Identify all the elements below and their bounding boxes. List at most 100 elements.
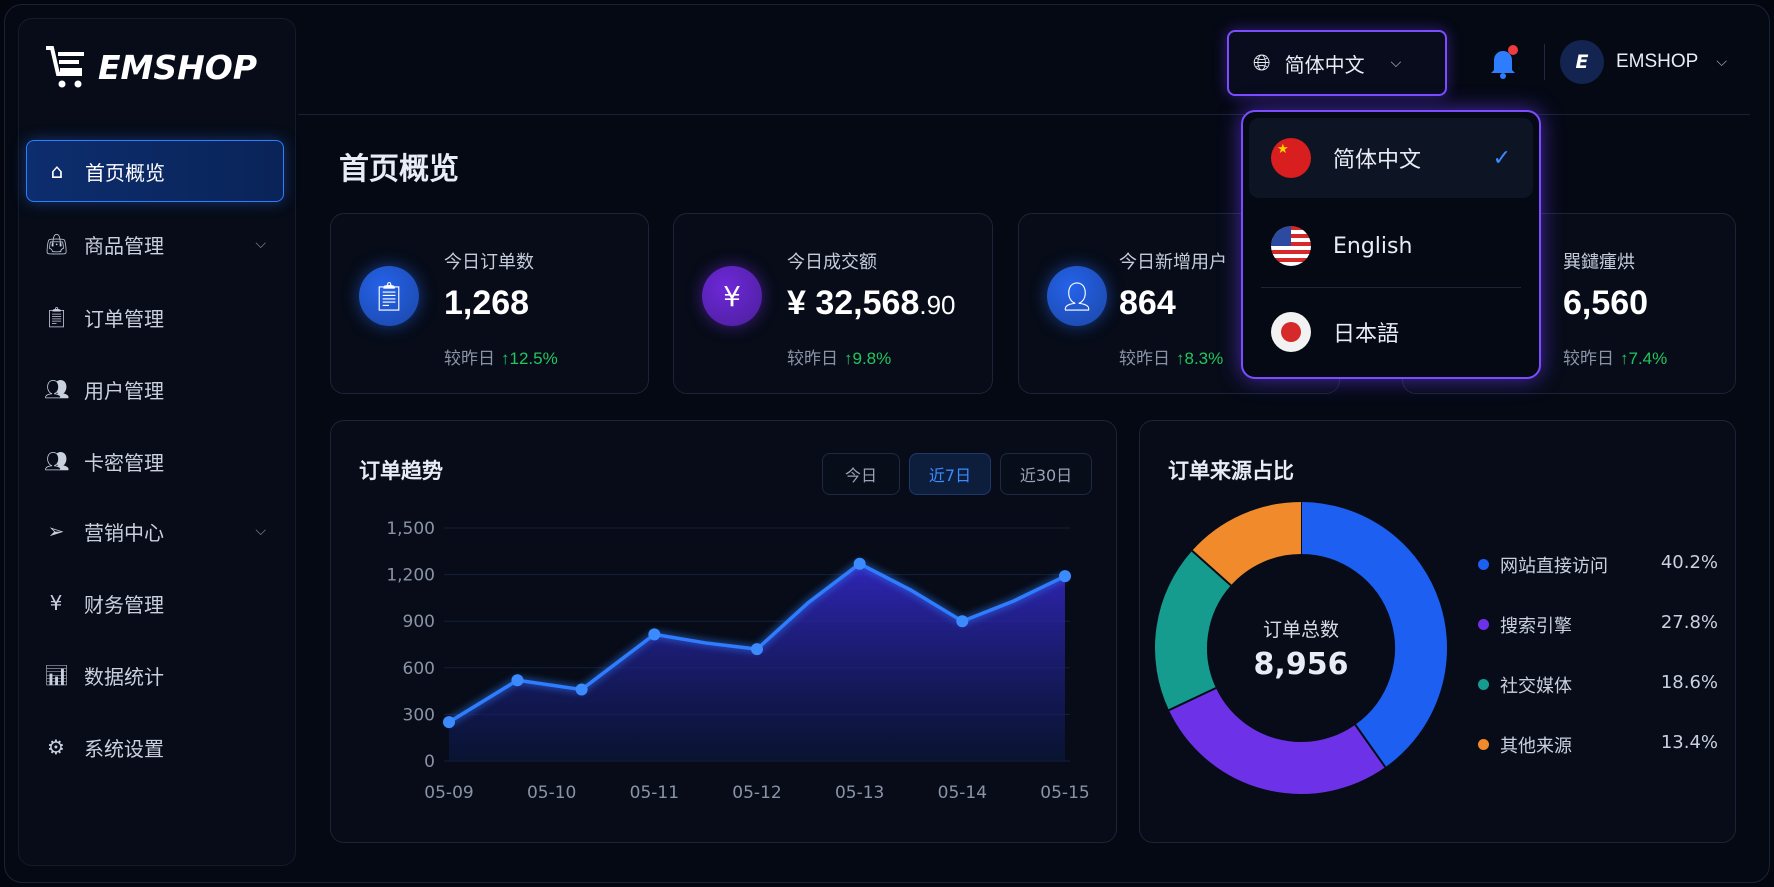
sidebar-item-label: 财务管理 — [84, 592, 164, 617]
stat-value: 6,560 — [1563, 284, 1649, 322]
donut-slice[interactable] — [1192, 502, 1302, 586]
y-tick-label: 0 — [424, 752, 435, 772]
sidebar-item-7[interactable]: 📊︎ 数据统计 — [26, 644, 284, 706]
cart-logo-icon — [46, 46, 84, 88]
y-tick-label: 1,500 — [386, 519, 435, 539]
y-tick-label: 600 — [403, 659, 435, 679]
sidebar-item-2[interactable]: 📋︎ 订单管理 — [26, 286, 284, 348]
language-option-label: 日本語 — [1333, 322, 1400, 347]
data-point[interactable] — [511, 674, 524, 687]
slice-separator — [1191, 550, 1232, 587]
check-icon: ✓ — [1492, 145, 1511, 171]
trend-area — [449, 563, 1065, 761]
donut-center-label: 订单总数 — [1262, 619, 1339, 641]
x-tick-label: 05-12 — [732, 783, 781, 803]
sidebar-item-8[interactable]: ⚙ 系统设置 — [26, 716, 284, 778]
x-tick-label: 05-09 — [424, 783, 473, 803]
x-tick-label: 05-13 — [835, 783, 884, 803]
logo[interactable]: EMSHOP — [44, 44, 257, 90]
stat-title: 今日订单数 — [444, 252, 534, 273]
gear-icon: ⚙ — [47, 735, 65, 759]
stat-card: 📋︎ 今日订单数 1,268 较昨日 ↑12.5% — [330, 213, 649, 394]
order-source-panel: 订单来源占比 订单总数 8,956 网站直接访问 40.2% 搜索引擎 27.8% 社交… — [1139, 420, 1736, 843]
yen-shield-icon: ¥ — [49, 591, 63, 615]
stat-title: 今日成交额 — [787, 252, 877, 273]
language-option-zh[interactable]: ★ 简体中文 ✓ — [1249, 118, 1533, 198]
clipboard-icon: 📋︎ — [44, 305, 70, 329]
chevron-down-icon: ⌵ — [255, 236, 266, 252]
user-menu[interactable]: E EMSHOP ⌵ — [1560, 40, 1727, 84]
donut-slice[interactable] — [1300, 502, 1447, 768]
bag-icon: 👜︎ — [44, 232, 70, 256]
brand-name: EMSHOP — [98, 47, 258, 87]
x-tick-label: 05-14 — [938, 783, 987, 803]
slice-separator — [1168, 687, 1217, 712]
sidebar-item-label: 商品管理 — [84, 233, 164, 258]
donut-chart — [1155, 502, 1447, 794]
stat-title: 巽鑓瘇烘 — [1563, 252, 1635, 273]
range-today[interactable]: 今日 — [822, 453, 900, 495]
stat-change: ↑12.5% — [501, 349, 558, 368]
sidebar-item-label: 订单管理 — [84, 306, 164, 331]
legend-label: 网站直接访问 — [1500, 556, 1608, 577]
avatar: E — [1560, 40, 1604, 84]
x-tick-label: 05-10 — [527, 783, 576, 803]
stat-compare: 较昨日 ↑8.3% — [1119, 349, 1224, 369]
language-selector[interactable]: 🌐︎ 简体中文 ⌵ — [1227, 30, 1447, 96]
trend-chart: 0 300 600 900 1,200 1,500 05-09 05-10 05-11 05-12… — [386, 519, 1089, 803]
sidebar-item-3[interactable]: 👥︎ 用户管理 — [26, 358, 284, 420]
language-option-label: English — [1333, 233, 1413, 259]
sidebar-item-label: 营销中心 — [84, 520, 164, 545]
data-point[interactable] — [648, 628, 661, 641]
home-icon: ⌂ — [50, 159, 64, 183]
sidebar-item-0[interactable]: ⌂ 首页概览 — [26, 140, 284, 202]
stat-icon: ¥ — [702, 266, 762, 326]
sidebar-item-label: 用户管理 — [84, 378, 164, 403]
donut-slice[interactable] — [1168, 687, 1386, 794]
legend-percent: 13.4% — [1660, 732, 1718, 753]
sidebar-item-5[interactable]: ➢ 营销中心 ⌵ — [26, 500, 284, 562]
data-point[interactable] — [853, 557, 866, 570]
stat-icon: 👤︎ — [1047, 266, 1107, 326]
language-option-ja[interactable]: 日本語 — [1249, 292, 1533, 372]
legend-item: 其他来源 13.4% — [1478, 732, 1718, 757]
legend-label: 其他来源 — [1500, 736, 1572, 757]
language-option-label: 简体中文 — [1333, 148, 1422, 173]
notification-bell[interactable] — [1486, 44, 1520, 80]
sidebar-item-6[interactable]: ¥ 财务管理 — [26, 572, 284, 634]
data-point[interactable] — [956, 615, 969, 628]
sidebar-item-label: 首页概览 — [85, 160, 165, 185]
data-point[interactable] — [1059, 570, 1071, 583]
menu-divider — [1261, 287, 1521, 288]
source-title: 订单来源占比 — [1168, 459, 1294, 483]
sidebar-item-label: 卡密管理 — [84, 450, 164, 475]
y-tick-label: 1,200 — [386, 566, 435, 586]
chevron-down-icon: ⌵ — [1390, 55, 1402, 71]
sidebar-item-1[interactable]: 👜︎ 商品管理 ⌵ — [26, 213, 284, 275]
stat-icon: 📋︎ — [359, 266, 419, 326]
chevron-down-icon: ⌵ — [255, 523, 266, 539]
legend-label: 搜索引擎 — [1500, 616, 1572, 637]
header-divider — [298, 114, 1750, 115]
legend-dot — [1478, 739, 1489, 750]
japan-flag-icon — [1271, 312, 1311, 352]
bar-chart-icon: 📊︎ — [44, 663, 70, 687]
bell-icon — [1491, 45, 1518, 79]
legend-percent: 40.2% — [1660, 552, 1718, 573]
donut-slice[interactable] — [1155, 550, 1232, 711]
data-point[interactable] — [575, 683, 588, 696]
send-icon: ➢ — [47, 519, 65, 543]
data-point[interactable] — [751, 643, 763, 656]
range-30d[interactable]: 近30日 — [1000, 453, 1092, 495]
language-option-en[interactable]: English — [1249, 206, 1533, 286]
data-point[interactable] — [443, 716, 455, 729]
us-flag-icon — [1271, 226, 1311, 266]
range-7d[interactable]: 近7日 — [909, 453, 991, 495]
x-tick-label: 05-15 — [1040, 783, 1089, 803]
language-dropdown: ★ 简体中文 ✓ English 日本語 — [1241, 110, 1541, 379]
language-label: 简体中文 — [1284, 52, 1365, 77]
sidebar-item-4[interactable]: 👥︎ 卡密管理 — [26, 430, 284, 492]
y-tick-label: 900 — [403, 612, 435, 632]
x-tick-label: 05-11 — [630, 783, 679, 803]
china-flag-icon: ★ — [1271, 138, 1311, 178]
